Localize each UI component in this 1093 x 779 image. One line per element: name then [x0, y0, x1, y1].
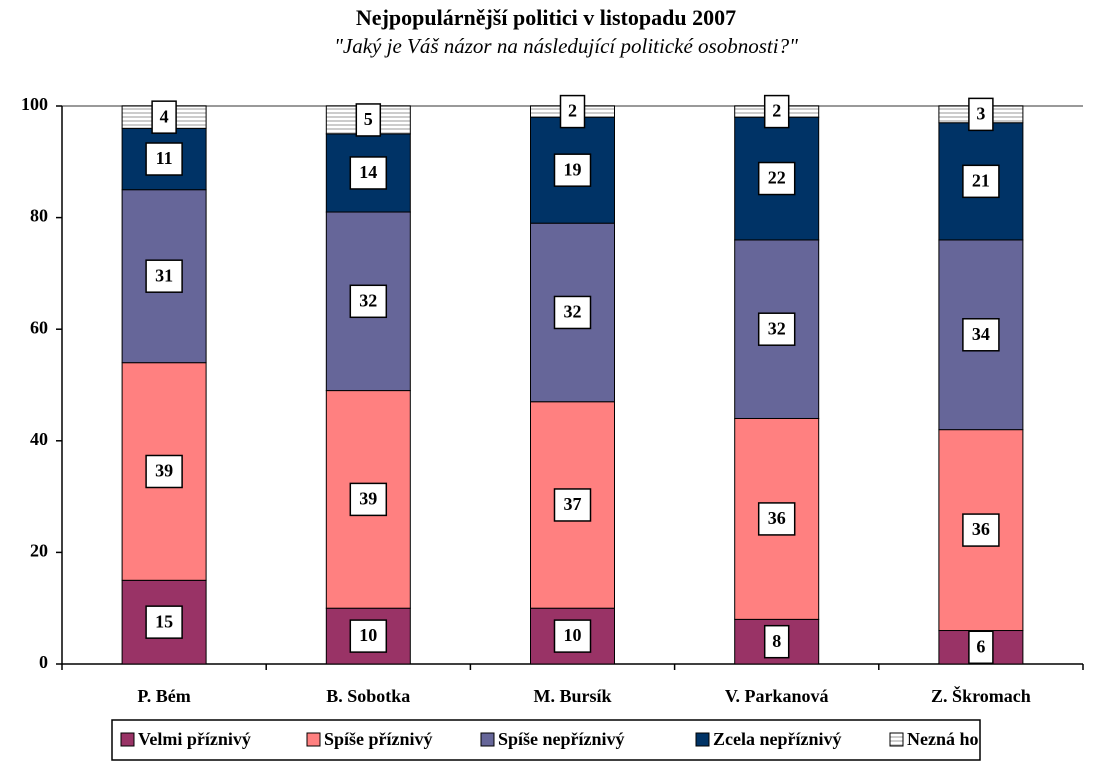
y-tick-label: 20: [30, 541, 48, 561]
data-label-box: [962, 513, 1000, 547]
data-label-box: [968, 630, 994, 665]
data-label: 11: [156, 148, 173, 168]
legend-label: Spíše příznivý: [324, 729, 433, 749]
data-label: 5: [364, 109, 373, 129]
data-label-box: [145, 259, 183, 293]
data-label: 36: [768, 508, 786, 528]
x-tick-label: P. Bém: [137, 686, 190, 706]
data-label: 34: [972, 324, 990, 344]
data-label-box: [559, 94, 586, 129]
y-tick-label: 0: [39, 652, 48, 672]
data-label-box: [151, 100, 177, 134]
x-tick-label: V. Parkanová: [725, 686, 829, 706]
data-label: 8: [772, 631, 781, 651]
data-label-box: [763, 624, 790, 659]
legend-swatch: [889, 732, 904, 747]
legend-label: Nezná ho: [907, 729, 979, 749]
data-label-box: [145, 454, 183, 489]
data-label: 32: [359, 290, 377, 310]
x-tick-label: Z. Škromach: [931, 685, 1031, 706]
x-tick-label: M. Bursík: [533, 686, 611, 706]
data-label: 2: [568, 101, 577, 121]
legend-swatch: [306, 732, 321, 747]
chart-title: Nejpopulárnější politici v listopadu 200…: [356, 5, 736, 30]
data-label-box: [145, 142, 183, 176]
data-label-box: [962, 164, 1000, 199]
data-label: 10: [564, 625, 582, 645]
legend-box: [111, 719, 981, 761]
data-label: 32: [564, 302, 582, 322]
data-label: 31: [155, 265, 173, 285]
y-tick-label: 100: [21, 94, 48, 114]
data-label: 19: [564, 159, 582, 179]
data-label-box: [349, 619, 388, 653]
bar-segment: [734, 239, 820, 419]
x-tick-label: B. Sobotka: [326, 686, 410, 706]
data-label: 6: [976, 636, 985, 656]
data-label: 4: [160, 106, 169, 126]
legend-label: Velmi příznivý: [138, 729, 251, 749]
legend-swatch: [695, 732, 710, 747]
chart-subtitle: "Jaký je Váš názor na následující politi…: [334, 34, 798, 58]
data-label-box: [968, 97, 994, 132]
data-label-box: [757, 502, 796, 536]
y-tick-label: 60: [30, 317, 48, 337]
data-label-box: [763, 94, 790, 129]
data-label: 36: [972, 519, 990, 539]
data-label: 39: [359, 489, 377, 509]
data-label: 2: [772, 101, 781, 121]
data-label: 37: [564, 494, 582, 514]
data-label: 21: [972, 170, 990, 190]
data-label-box: [553, 295, 592, 330]
legend-label: Zcela nepříznivý: [713, 729, 842, 749]
data-label-box: [553, 488, 592, 522]
data-label-box: [962, 318, 1000, 352]
legend-swatch: [480, 732, 495, 747]
legend-swatch: [120, 732, 135, 747]
data-label-box: [145, 605, 183, 639]
y-tick-label: 80: [30, 206, 48, 226]
data-label-box: [355, 103, 382, 137]
data-label-box: [553, 153, 592, 187]
data-label-box: [349, 482, 388, 517]
legend-label: Spíše nepříznivý: [498, 729, 625, 749]
data-label-box: [349, 284, 388, 319]
data-label-box: [349, 156, 388, 190]
y-tick-label: 40: [30, 429, 48, 449]
data-label: 3: [976, 103, 985, 123]
data-label-box: [757, 161, 796, 196]
data-label-box: [757, 312, 796, 346]
data-label: 10: [359, 625, 377, 645]
data-label: 15: [155, 611, 173, 631]
data-label: 39: [155, 461, 173, 481]
data-label: 14: [359, 162, 377, 182]
data-label-box: [553, 619, 592, 653]
data-label: 32: [768, 318, 786, 338]
data-label: 22: [768, 168, 786, 188]
